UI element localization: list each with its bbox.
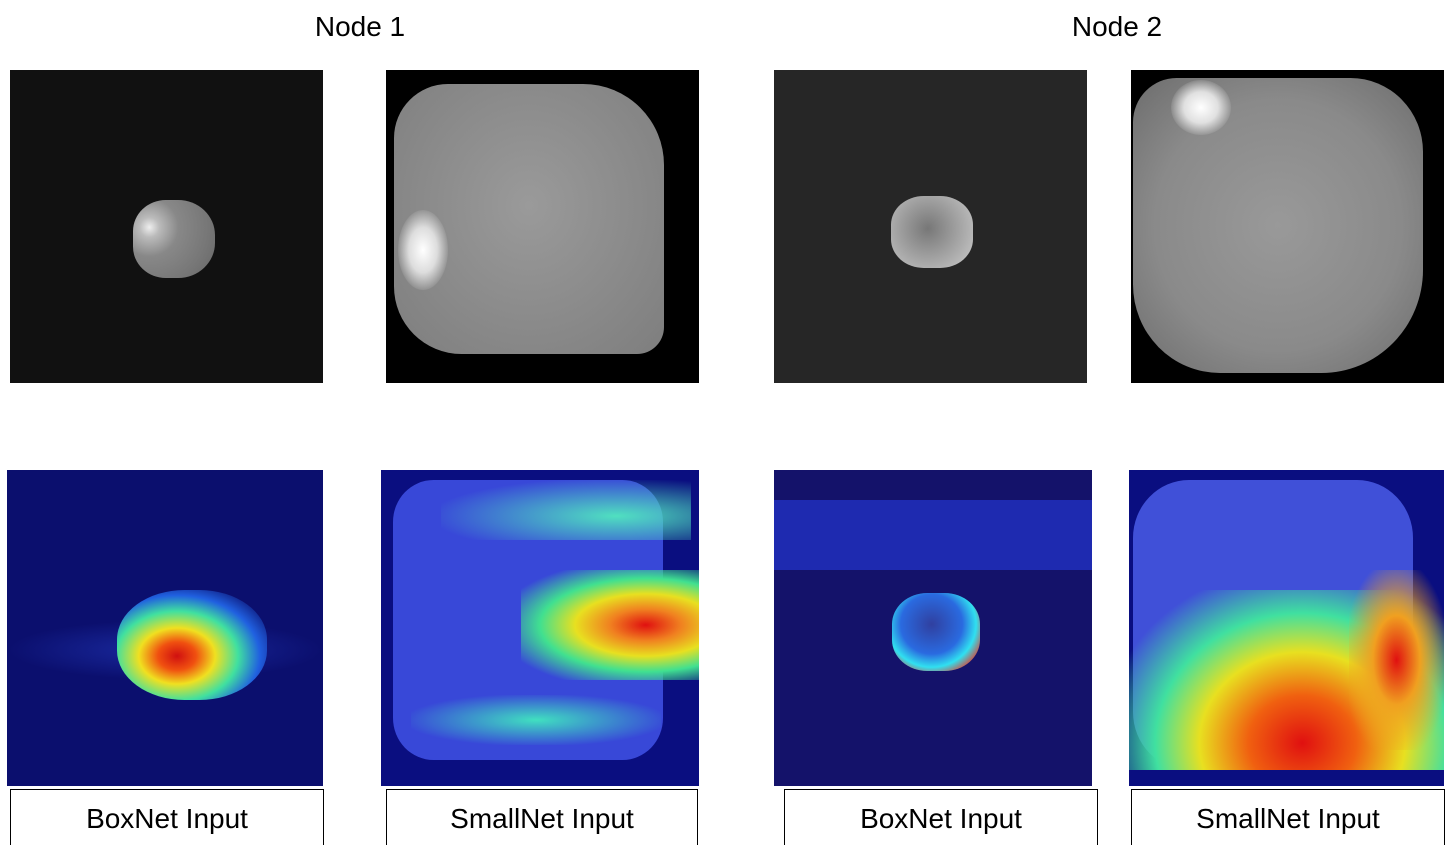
- caption: SmallNet Input: [1131, 789, 1445, 845]
- heatmap-image: [7, 470, 323, 786]
- ct-image: [10, 70, 323, 383]
- heatmap-image: [1129, 470, 1444, 786]
- heatmap-image: [381, 470, 699, 786]
- ct-image: [386, 70, 699, 383]
- caption: BoxNet Input: [784, 789, 1098, 845]
- node-title: Node 1: [210, 10, 510, 44]
- caption: BoxNet Input: [10, 789, 324, 845]
- heatmap-image: [774, 470, 1092, 786]
- node-title: Node 2: [967, 10, 1267, 44]
- ct-image: [774, 70, 1087, 383]
- caption: SmallNet Input: [386, 789, 698, 845]
- ct-image: [1131, 70, 1444, 383]
- figure: {"nodes": [ {"title": "Node 1", "caption…: [0, 0, 1446, 845]
